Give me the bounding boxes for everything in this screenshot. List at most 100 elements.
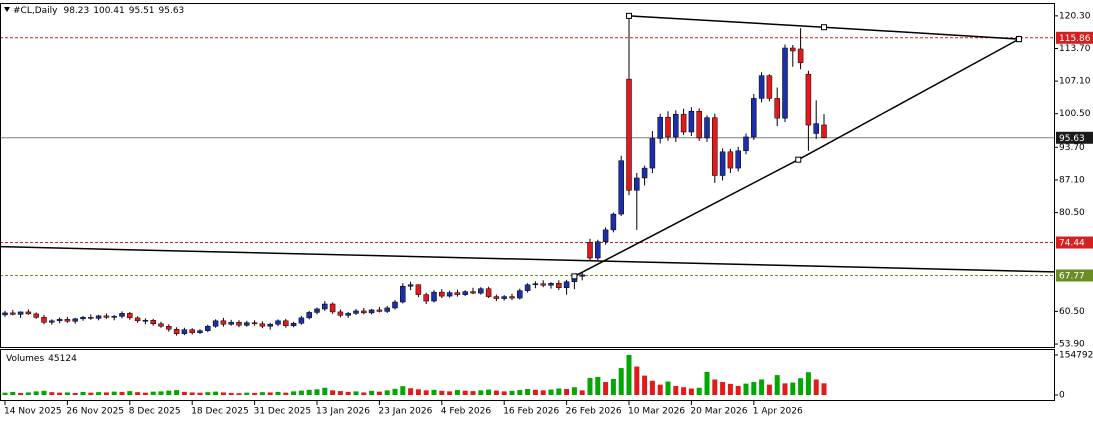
candle-body — [259, 323, 266, 327]
volume-bar — [158, 391, 164, 395]
candle-body — [306, 312, 312, 319]
level-label: 67.77 — [1059, 271, 1085, 281]
y-tick-label: 100.50 — [1059, 109, 1091, 119]
candle-body — [454, 292, 461, 295]
candle-body — [134, 317, 141, 322]
candle-body — [501, 296, 507, 299]
candle-body — [696, 110, 702, 139]
candle-body — [2, 312, 8, 316]
volume-panel — [0, 349, 1055, 401]
candle-body — [595, 241, 601, 259]
volume-last: 45124 — [48, 354, 77, 364]
volume-bar — [103, 392, 109, 395]
candle-body — [704, 117, 710, 139]
volume-bar — [80, 391, 86, 395]
volume-bar — [275, 391, 281, 395]
volume-bar — [41, 390, 47, 395]
candle-body — [127, 313, 133, 319]
volume-bar — [712, 379, 718, 395]
candle-body — [462, 291, 468, 295]
volume-bar — [501, 391, 507, 395]
candle-body — [813, 123, 819, 134]
candle-body — [766, 75, 773, 99]
candle-body — [56, 319, 63, 322]
volume-bar — [720, 382, 726, 395]
volume-bar — [649, 380, 655, 395]
volume-bar — [509, 390, 515, 395]
volume-bar — [610, 378, 616, 395]
volume-bar — [205, 392, 211, 395]
volume-bar — [345, 391, 351, 395]
volume-bar — [735, 385, 741, 395]
level-tag — [1056, 236, 1093, 249]
volume-bar — [439, 390, 445, 395]
volume-bar — [798, 378, 804, 395]
volume-bar — [688, 388, 694, 395]
volume-bar — [392, 388, 398, 395]
x-tick-label: 26 Feb 2026 — [566, 407, 622, 417]
candle-body — [95, 315, 102, 319]
volume-bar — [595, 376, 601, 395]
volume-bar — [790, 382, 796, 395]
candle-body — [244, 322, 250, 326]
candle-body — [33, 313, 39, 318]
volume-bar — [88, 392, 94, 395]
candle-body — [345, 313, 351, 316]
volume-bar — [236, 393, 242, 395]
volume-bar — [376, 391, 382, 395]
candle-body — [782, 47, 788, 119]
trendline-anchor — [1016, 36, 1022, 43]
volume-bar — [197, 392, 203, 395]
candle-body — [727, 151, 734, 169]
volume-bar — [306, 389, 312, 395]
volume-bar — [181, 391, 187, 395]
volume-bar — [462, 390, 468, 395]
candle-body — [626, 78, 632, 191]
candle-body — [290, 323, 297, 326]
volume-tick-label: 154792 — [1059, 350, 1093, 360]
y-tick-label: 93.70 — [1059, 143, 1085, 153]
volume-bar — [423, 390, 429, 395]
volume-bar — [571, 387, 577, 395]
candle-body — [680, 113, 687, 133]
candle-body — [49, 320, 55, 323]
y-tick-label: 120.30 — [1059, 11, 1091, 21]
candle-body — [275, 320, 281, 325]
y-tick-label: 113.70 — [1059, 44, 1091, 54]
volume-bar — [556, 388, 562, 395]
candle-body — [751, 98, 757, 138]
volume-bar — [72, 392, 78, 395]
trendline-anchor — [571, 273, 578, 280]
volume-bar — [259, 392, 265, 395]
candle-body — [563, 281, 570, 288]
x-tick-label: 13 Jan 2026 — [316, 407, 370, 417]
volume-bar — [766, 384, 772, 395]
candle-body — [758, 75, 765, 99]
volume-bar — [220, 392, 226, 395]
volume-bar — [119, 391, 125, 395]
volume-bar — [626, 354, 632, 395]
volume-bar — [657, 384, 663, 395]
header: #CL,Daily 98.23 100.41 95.51 95.63 — [13, 6, 184, 16]
candle-body — [610, 213, 617, 231]
volume-bar — [665, 381, 671, 395]
volume-header: Volumes 45124 — [6, 354, 77, 364]
candle-body — [72, 318, 78, 322]
collapse-icon[interactable] — [4, 7, 10, 12]
volume-bar — [681, 387, 687, 395]
volume-bar — [314, 389, 320, 395]
volume-bar — [400, 386, 406, 395]
candle-body — [400, 285, 406, 303]
volume-bar — [33, 391, 39, 395]
x-tick-label: 23 Jan 2026 — [378, 407, 432, 417]
volume-bar — [727, 383, 733, 395]
candle-body — [517, 290, 523, 299]
volume-bar — [96, 392, 102, 395]
volume-bar — [532, 389, 538, 395]
candle-body — [298, 317, 305, 324]
volume-bar — [10, 391, 16, 395]
volume-bar — [478, 390, 484, 395]
level-tag — [1056, 269, 1093, 282]
volume-bar — [111, 391, 117, 395]
candle-body — [314, 308, 320, 313]
